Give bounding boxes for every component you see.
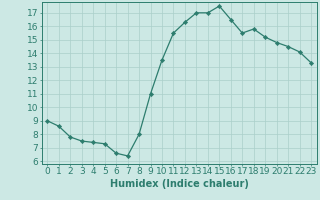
X-axis label: Humidex (Indice chaleur): Humidex (Indice chaleur) xyxy=(110,179,249,189)
